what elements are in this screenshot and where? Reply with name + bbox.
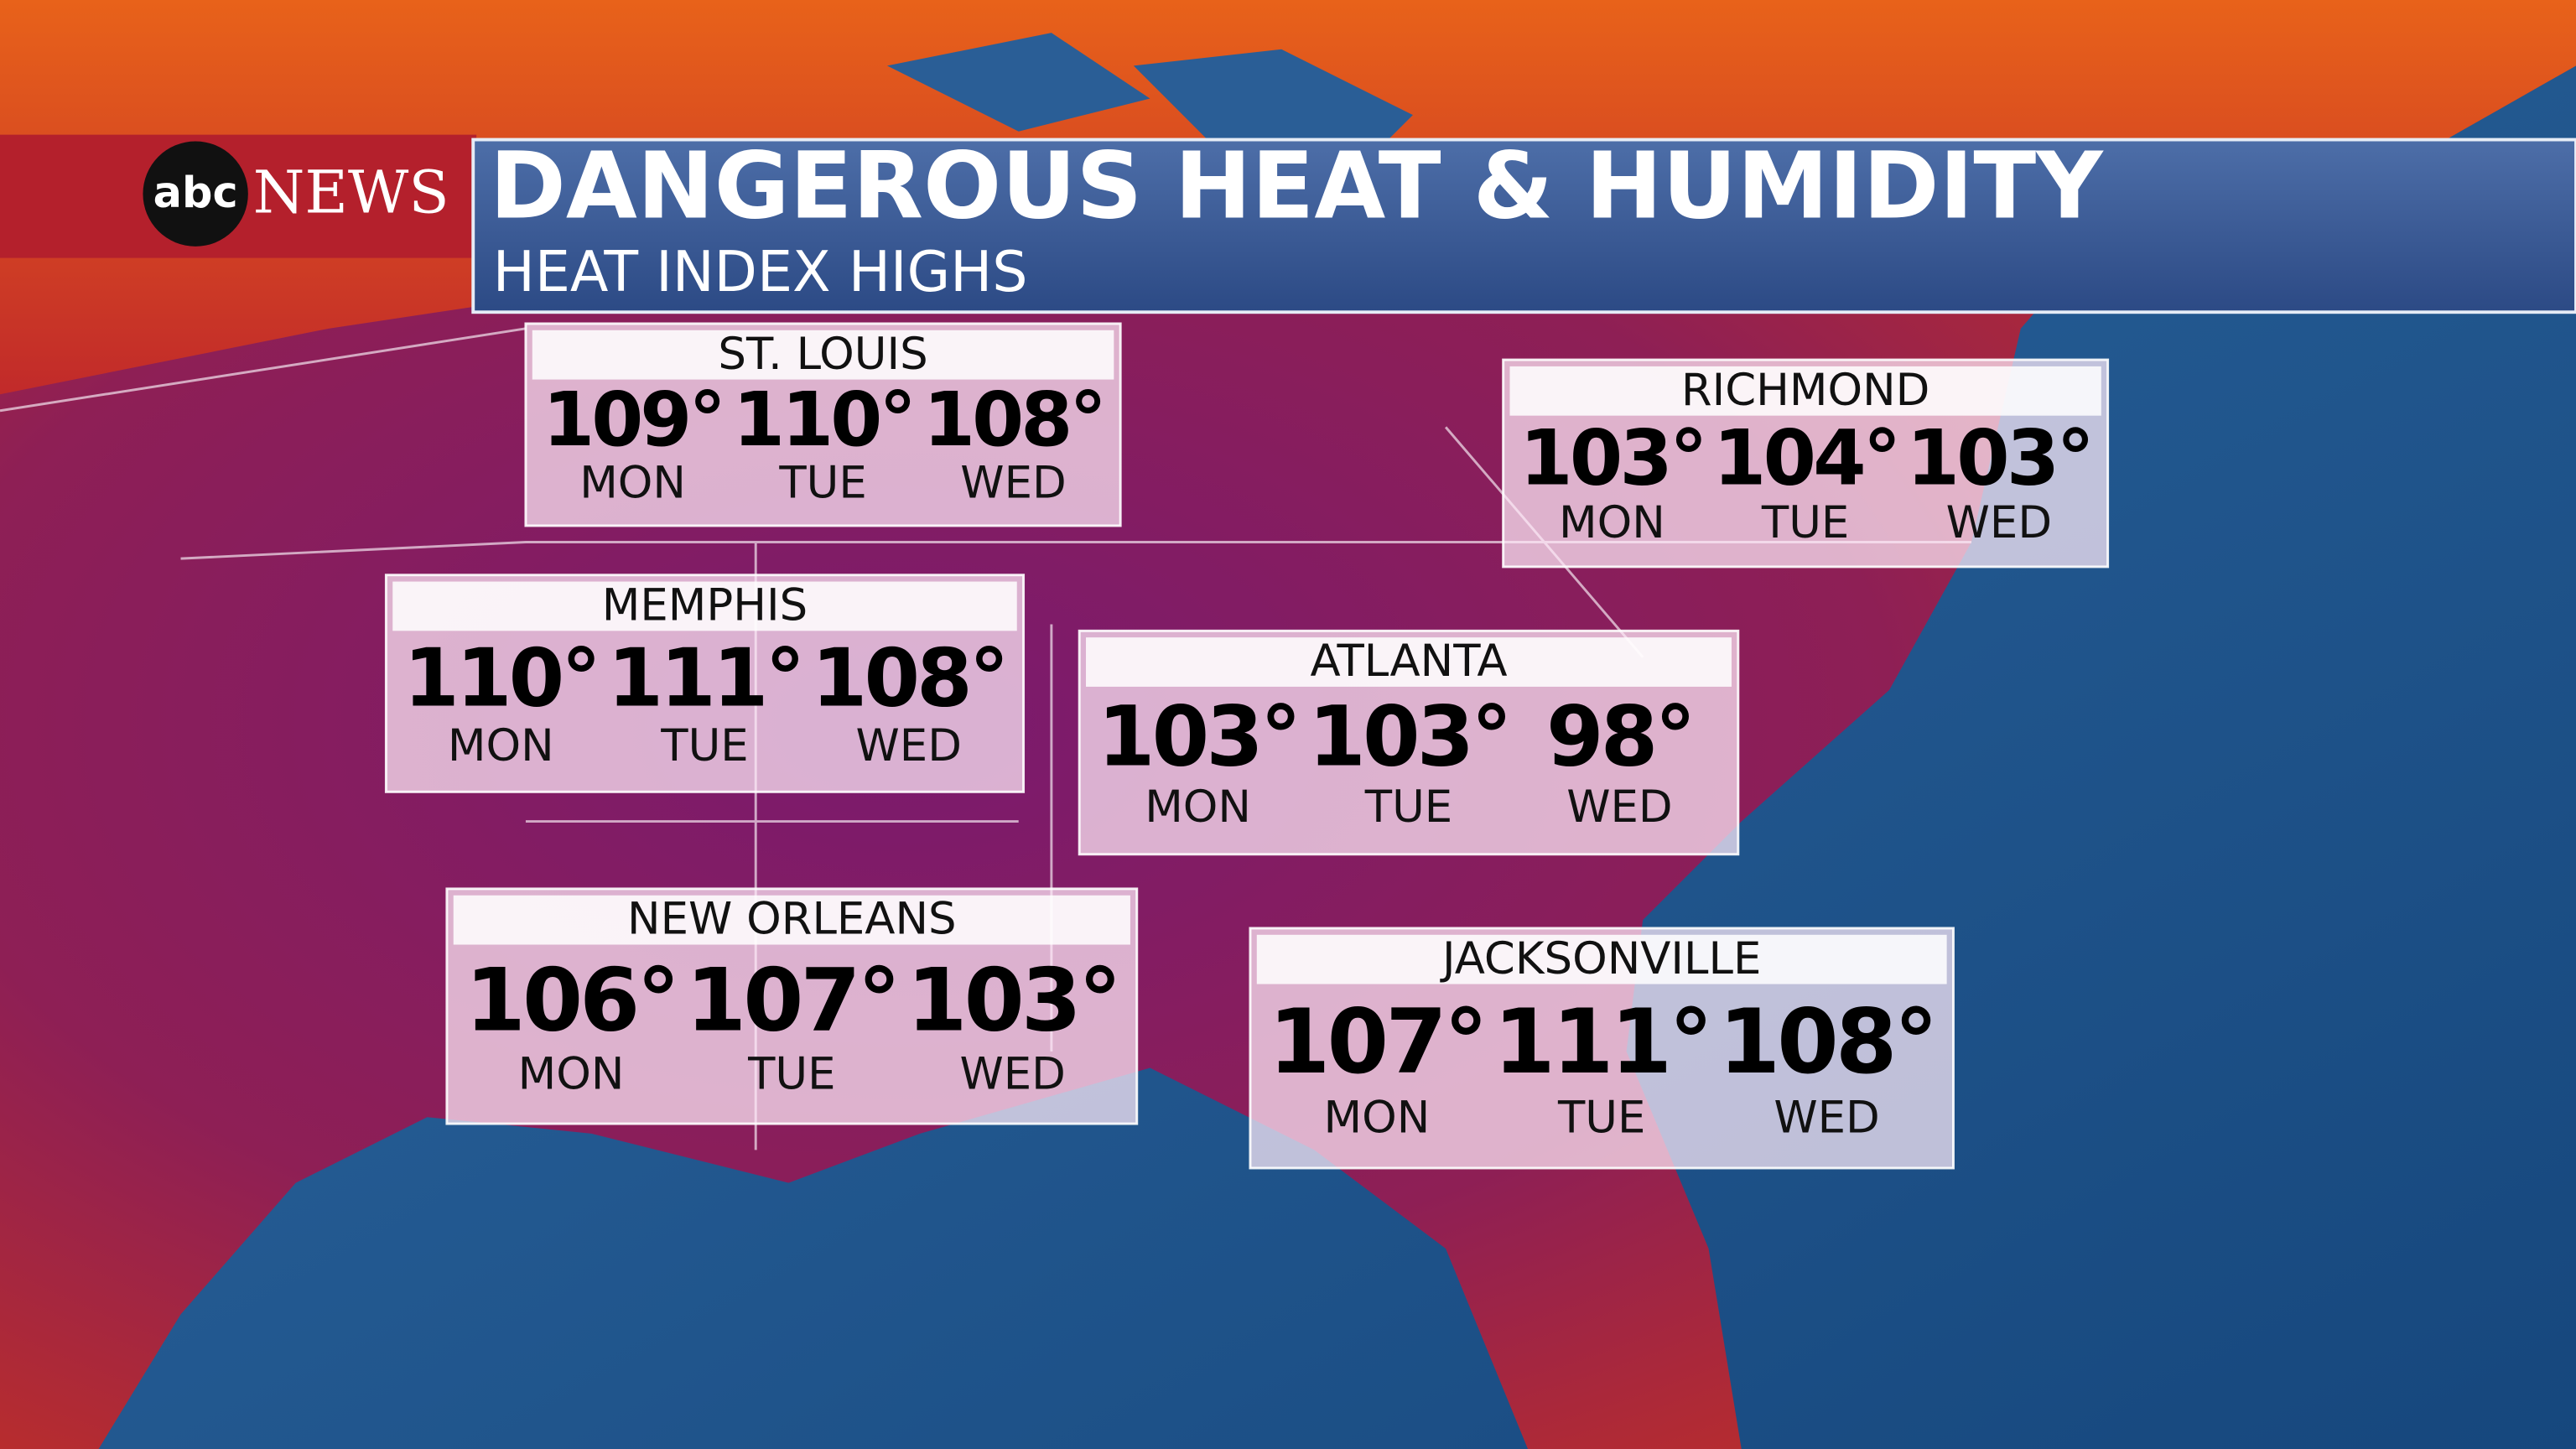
city-name: JACKSONVILLE xyxy=(1440,933,1761,984)
title: DANGEROUS HEAT & HUMIDITY xyxy=(490,132,2104,239)
day-label: TUE xyxy=(660,720,748,771)
city-name: NEW ORLEANS xyxy=(627,894,957,945)
heat-index-value: 103° xyxy=(1519,413,1705,502)
city-name-strip xyxy=(1256,934,1947,984)
heat-index-value: 111° xyxy=(1493,990,1710,1093)
day-label: TUE xyxy=(1557,1092,1645,1143)
day-label: TUE xyxy=(1364,782,1452,833)
heat-index-value: 106° xyxy=(465,950,678,1051)
city-name: MEMPHIS xyxy=(602,580,808,631)
heat-index-value: 108° xyxy=(1718,990,1935,1093)
heat-index-value: 108° xyxy=(923,377,1104,464)
day-label: WED xyxy=(1566,782,1672,833)
heat-index-value: 109° xyxy=(543,377,723,464)
heat-index-value: 108° xyxy=(812,631,1006,724)
day-label: TUE xyxy=(747,1049,835,1100)
heat-index-value: 107° xyxy=(1269,990,1485,1093)
subtitle: HEAT INDEX HIGHS xyxy=(493,239,1028,304)
heat-index-value: 104° xyxy=(1713,413,1898,502)
day-label: MON xyxy=(1323,1092,1430,1143)
day-label: TUE xyxy=(1761,497,1849,548)
city-panels: ST. LOUIS109°MON110°TUE108°WEDRICHMOND10… xyxy=(384,322,2110,1170)
day-label: TUE xyxy=(778,457,866,508)
city-name-strip xyxy=(532,330,1114,380)
day-label: MON xyxy=(1145,782,1251,833)
day-label: WED xyxy=(856,720,962,771)
logo-news: NEWS xyxy=(253,158,449,227)
day-label: MON xyxy=(579,457,686,508)
heat-index-value: 103° xyxy=(1907,413,2092,502)
day-label: WED xyxy=(959,1049,1065,1100)
day-label: WED xyxy=(1946,497,2052,548)
day-label: MON xyxy=(518,1049,625,1100)
logo-abc: abc xyxy=(153,169,238,218)
city-name-strip xyxy=(392,581,1017,631)
heat-index-value: 107° xyxy=(686,950,898,1051)
day-label: MON xyxy=(1559,497,1665,548)
heat-index-value: 110° xyxy=(733,377,913,464)
heat-index-value: 103° xyxy=(906,950,1119,1051)
city-name: ATLANTA xyxy=(1310,636,1507,687)
city-name-strip xyxy=(1086,637,1732,687)
day-label: WED xyxy=(960,457,1066,508)
logo-circle xyxy=(143,141,248,247)
heat-index-value: 98° xyxy=(1546,688,1693,785)
heat-index-value: 103° xyxy=(1308,688,1509,785)
day-label: WED xyxy=(1774,1092,1879,1143)
heat-index-value: 111° xyxy=(608,631,802,724)
city-name-strip xyxy=(1509,366,2101,416)
city-name-strip xyxy=(453,895,1130,945)
day-label: MON xyxy=(448,720,554,771)
city-name: ST. LOUIS xyxy=(718,329,927,380)
state-borders xyxy=(0,327,1972,1150)
heat-index-value: 110° xyxy=(403,631,598,724)
city-name: RICHMOND xyxy=(1681,365,1930,416)
heat-index-value: 103° xyxy=(1098,688,1298,785)
title-bar xyxy=(471,138,2576,314)
